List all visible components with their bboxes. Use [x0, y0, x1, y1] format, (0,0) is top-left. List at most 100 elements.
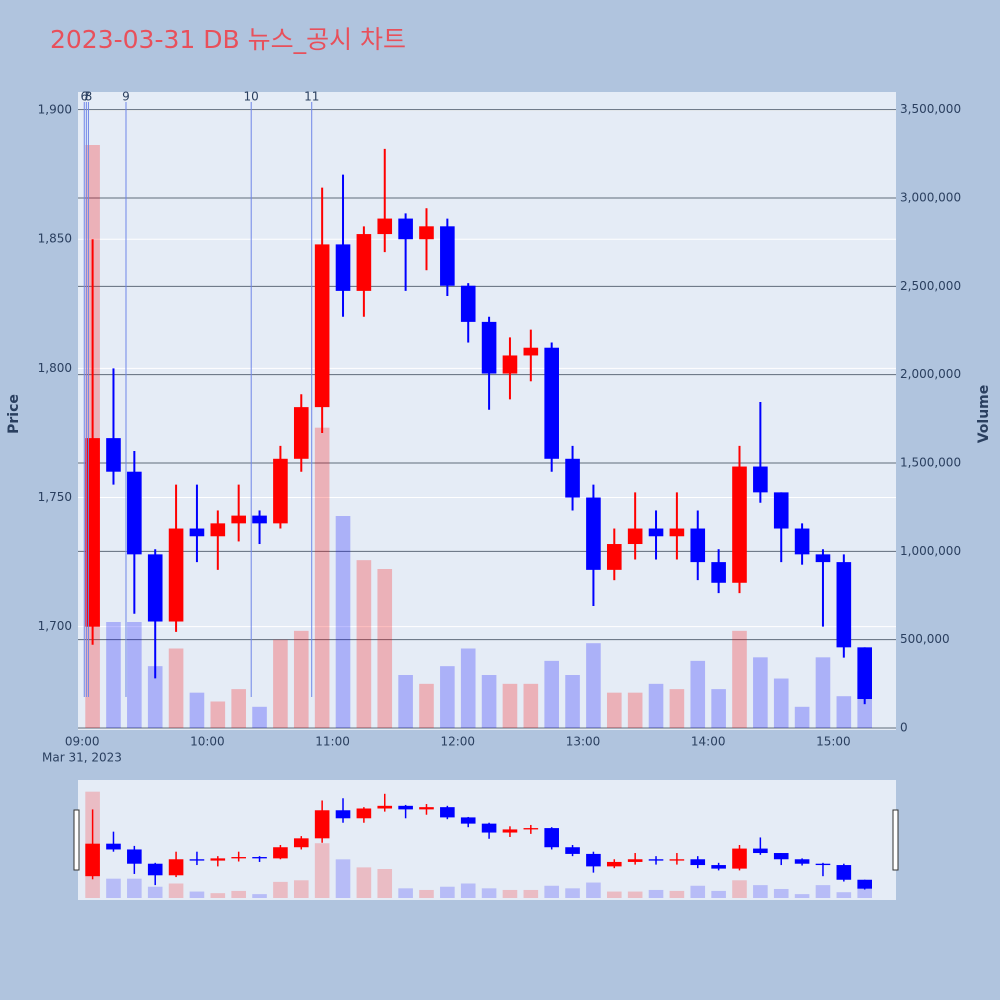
candle-body [127, 471, 142, 555]
candle-body [794, 528, 810, 555]
candle-body [836, 562, 852, 648]
candle-body [460, 285, 476, 322]
candle-body [523, 347, 539, 356]
volume-bar-mini [460, 883, 476, 898]
candle-body-mini [627, 859, 643, 862]
x-tick-label: 15:00 [816, 735, 851, 749]
range-handle-right[interactable] [892, 809, 899, 871]
candle-body-mini [794, 859, 810, 864]
volume-bar-mini [127, 878, 142, 898]
volume-bar [231, 689, 246, 728]
volume-bar-mini [836, 892, 852, 898]
y-tick-label: 1,850 [38, 232, 72, 246]
volume-bar [147, 666, 163, 728]
x-tick-label: 10:00 [190, 735, 225, 749]
candle-body-mini [544, 828, 559, 848]
y2-axis-title: Volume [976, 385, 992, 444]
candle-body [481, 321, 497, 374]
news-label: 11 [304, 90, 319, 104]
volume-bar [711, 689, 726, 728]
volume-bar [690, 660, 706, 728]
volume-bar-mini [690, 885, 706, 898]
candle-body-mini [836, 865, 852, 880]
candle-body [231, 515, 246, 524]
candle-body-mini [648, 859, 664, 861]
news-label: 10 [244, 90, 259, 104]
volume-bar [502, 683, 518, 728]
candle-body [293, 407, 309, 459]
volume-bar [586, 643, 601, 728]
volume-bar-mini [648, 889, 664, 898]
volume-bar [106, 622, 121, 728]
candle-body [147, 554, 163, 622]
candle-body-mini [273, 847, 288, 859]
candle-body-mini [314, 810, 330, 839]
volume-bar [481, 675, 497, 728]
candle-body-mini [335, 810, 351, 819]
candle-body [627, 528, 643, 545]
candle-body-mini [398, 805, 413, 810]
y-tick-label: 1,700 [38, 619, 72, 633]
candle-body [419, 226, 434, 240]
volume-bar [648, 683, 664, 728]
candle-body-mini [210, 858, 226, 861]
news-label: 7 [83, 90, 91, 104]
volume-bar [565, 675, 580, 728]
volume-bar-mini [481, 888, 497, 898]
candle-body [189, 528, 205, 537]
volume-bar [627, 692, 643, 728]
volume-bar [168, 648, 184, 728]
x-tick-label: 13:00 [566, 735, 601, 749]
volume-bar [460, 648, 476, 728]
candle-body-mini [252, 857, 267, 859]
y2-tick-label: 0 [900, 721, 908, 735]
volume-bar-mini [544, 885, 559, 898]
candle-body [356, 234, 372, 291]
candle-body [273, 458, 288, 524]
candle-body [314, 244, 330, 408]
x-tick-label: 11:00 [315, 735, 350, 749]
y-tick-label: 1,750 [38, 490, 72, 504]
volume-bar-mini [669, 890, 685, 898]
candle-body [210, 523, 226, 537]
plot-area [78, 92, 896, 730]
volume-bar-mini [231, 890, 246, 898]
candle-body [106, 438, 121, 472]
volume-bar [836, 696, 852, 728]
volume-bar-mini [502, 889, 518, 898]
volume-bar [377, 569, 393, 728]
candle-body-mini [565, 847, 580, 854]
volume-bar-mini [252, 894, 267, 898]
candle-body-mini [127, 849, 142, 864]
candle-body [711, 562, 726, 583]
volume-bar-mini [732, 880, 747, 898]
candle-body-mini [419, 807, 434, 810]
volume-bar [252, 706, 267, 728]
x-tick-label: 09:00 [65, 735, 100, 749]
candle-body [544, 347, 559, 459]
range-handle-left[interactable] [73, 809, 80, 871]
candle-body [565, 458, 580, 498]
candle-body [669, 528, 685, 537]
y-tick-label: 1,800 [38, 361, 72, 375]
candle-body-mini [440, 807, 455, 818]
y2-tick-label: 1,000,000 [900, 544, 961, 558]
x-tick-label: 12:00 [440, 735, 475, 749]
y2-tick-label: 500,000 [900, 632, 950, 646]
y2-tick-label: 2,000,000 [900, 367, 961, 381]
volume-bar-mini [335, 859, 351, 898]
volume-bar-mini [794, 894, 810, 898]
candle-body-mini [857, 879, 873, 889]
y2-tick-label: 3,500,000 [900, 102, 961, 116]
candle-body [335, 244, 351, 291]
candle-body-mini [753, 848, 768, 854]
candle-body [377, 218, 393, 235]
volume-bar-mini [606, 891, 622, 898]
candle-body [398, 218, 413, 240]
range-slider[interactable] [78, 780, 896, 900]
news-label: 8 [85, 90, 93, 104]
y2-tick-label: 1,500,000 [900, 456, 961, 470]
candle-body [168, 528, 184, 622]
volume-bar-mini [273, 881, 288, 898]
